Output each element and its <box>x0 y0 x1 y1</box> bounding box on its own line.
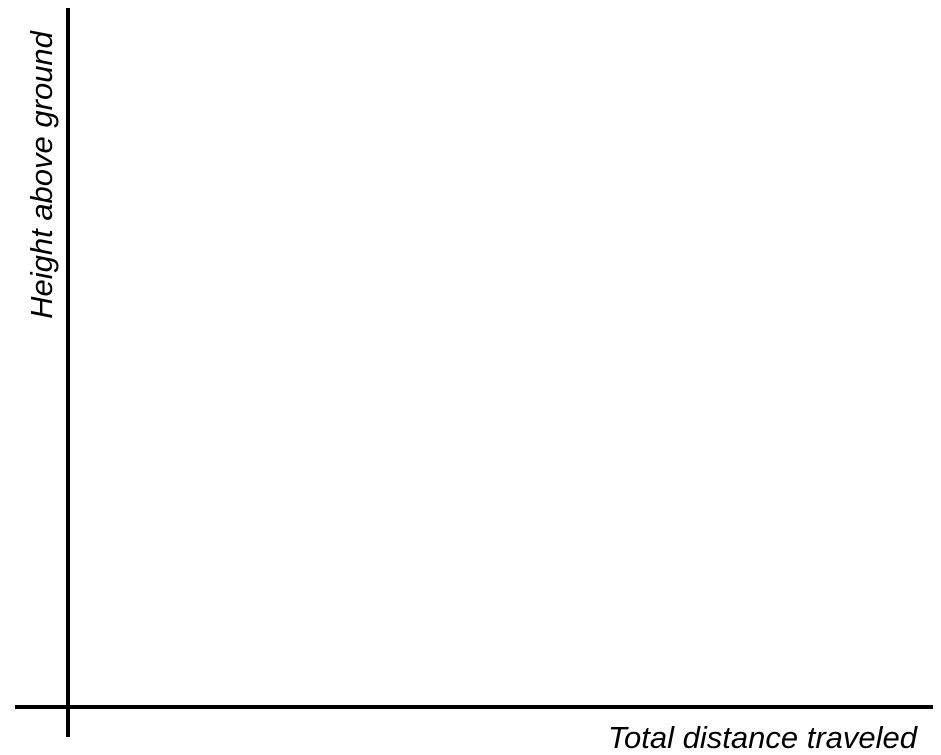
x-axis-label: Total distance traveled <box>608 720 919 755</box>
y-axis-label: Height above ground <box>24 29 59 319</box>
